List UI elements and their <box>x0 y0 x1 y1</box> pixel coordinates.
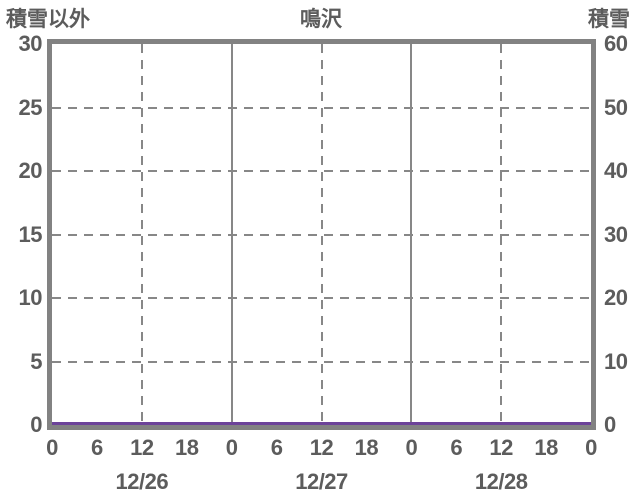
hour-tick-label: 0 <box>225 435 238 460</box>
hour-tick-label: 12 <box>309 435 334 460</box>
left-axis-tick-label: 20 <box>18 158 43 183</box>
left-axis-tick-label: 5 <box>30 348 42 374</box>
noon-gridline <box>500 44 503 425</box>
right-axis-tick-label: 30 <box>604 221 628 247</box>
hour-tick-label: 6 <box>270 435 283 460</box>
hour-tick-label: 0 <box>46 435 58 460</box>
noon-gridline <box>140 44 143 425</box>
right-axis-tick-label: 0 <box>604 412 616 437</box>
left-axis-tick-label: 30 <box>18 31 43 56</box>
plot-area <box>47 39 596 430</box>
hour-tick-label: 0 <box>585 435 597 460</box>
right-axis-tick-label: 60 <box>604 31 628 56</box>
hour-tick-label: 0 <box>405 435 418 460</box>
day-label: 12/26 <box>115 469 169 494</box>
right-axis-tick-label: 10 <box>604 348 628 374</box>
hour-tick-label: 18 <box>354 435 379 460</box>
hour-tick-label: 6 <box>450 435 463 460</box>
right-axis-tick-label: 40 <box>604 158 628 183</box>
day-label: 12/28 <box>474 469 528 494</box>
midnight-gridline <box>410 44 413 425</box>
hour-tick-label: 12 <box>489 435 513 460</box>
right-axis-tick-label: 50 <box>604 94 628 120</box>
left-axis-tick-label: 0 <box>30 412 42 437</box>
chart-title: 鳴沢 <box>300 8 342 31</box>
day-label: 12/27 <box>295 469 348 494</box>
hour-tick-label: 18 <box>534 435 558 460</box>
left-axis-title: 積雪以外 <box>6 8 90 31</box>
noon-gridline <box>320 44 323 425</box>
series-line <box>52 422 591 425</box>
midnight-gridline <box>230 44 233 425</box>
right-axis-title: 積雪 <box>588 8 630 31</box>
right-axis-tick-label: 20 <box>604 285 628 310</box>
left-axis-tick-label: 10 <box>18 285 43 310</box>
hour-tick-label: 12 <box>130 435 154 460</box>
left-axis-tick-label: 15 <box>18 221 43 247</box>
hour-tick-label: 6 <box>91 435 103 460</box>
left-axis-tick-label: 25 <box>18 94 43 120</box>
hour-tick-label: 18 <box>175 435 199 460</box>
